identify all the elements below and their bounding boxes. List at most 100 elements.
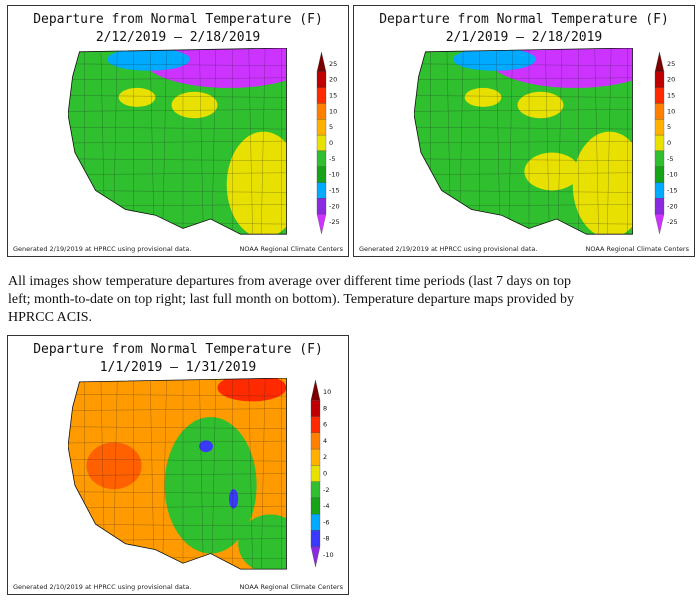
legend-tick-label: -10: [329, 171, 340, 179]
map-period: 1/1/2019 – 1/31/2019: [99, 360, 257, 375]
legend-swatch: [654, 166, 665, 183]
legend-swatch: [310, 497, 321, 515]
boundary-line: [199, 48, 204, 235]
legend-tick-label: -5: [667, 155, 673, 163]
legend-swatch: [310, 530, 321, 547]
boundary-line: [68, 491, 287, 494]
color-legend: 25 20 15 10 5 0 -5 -10 -15 -20 -25: [316, 51, 340, 235]
legend-swatch: [654, 182, 665, 199]
cool-anomaly-region: [199, 440, 213, 453]
legend-tick-label: 25: [667, 60, 675, 68]
near-normal-region: [171, 91, 218, 119]
legend-swatch: [654, 71, 665, 88]
legend-swatch: [316, 51, 327, 72]
color-legend: 10 8 6 4 2 0 -2 -4 -6 -8 -10: [310, 379, 334, 568]
near-normal-region: [524, 152, 580, 191]
legend-swatch: [316, 119, 327, 136]
legend-tick-label: 2: [323, 453, 327, 461]
legend-swatch: [310, 379, 321, 401]
legend-tick-label: 10: [323, 388, 331, 396]
map-panel-month-to-date: Departure from Normal Temperature (F) 2/…: [353, 5, 695, 257]
legend-tick-label: -25: [329, 218, 340, 226]
boundary-line: [606, 48, 612, 235]
boundary-line: [211, 48, 217, 235]
near-normal-region: [464, 87, 502, 107]
legend-swatch: [654, 119, 665, 136]
map-panel-last-7-days: Departure from Normal Temperature (F) 2/…: [7, 5, 349, 257]
map-title: Departure from Normal Temperature (F): [33, 342, 323, 357]
map-regions: [414, 48, 633, 235]
legend-tick-label: -2: [323, 486, 329, 494]
boundary-line: [414, 190, 633, 193]
cool-anomaly-region: [107, 48, 190, 71]
boundary-line: [68, 190, 287, 193]
map-period: 2/1/2019 – 2/18/2019: [445, 30, 603, 45]
legend-swatch: [310, 432, 321, 450]
near-normal-region: [226, 131, 287, 235]
temperature-departure-map: [68, 378, 287, 570]
footer-generated: Generated 2/19/2019 at HPRCC using provi…: [359, 245, 538, 253]
boundary-line: [68, 140, 287, 144]
boundary-line: [68, 109, 287, 112]
legend-swatch: [310, 481, 321, 499]
boundary-line: [414, 172, 633, 175]
map-title: Departure from Normal Temperature (F): [33, 12, 323, 27]
boundary-line: [68, 505, 287, 509]
color-legend: 25 20 15 10 5 0 -5 -10 -15 -20 -25: [654, 51, 678, 235]
boundary-line: [68, 408, 287, 411]
boundary-line: [414, 158, 633, 162]
footer-source: NOAA Regional Climate Centers: [585, 245, 689, 253]
map-title: Departure from Normal Temperature (F): [379, 12, 669, 27]
legend-tick-label: -10: [323, 551, 334, 559]
boundary-line: [508, 48, 513, 235]
map-regions: [68, 378, 287, 570]
coastline: [414, 48, 633, 235]
legend-swatch: [310, 514, 321, 531]
legend-tick-label: 4: [323, 437, 327, 445]
boundary-line: [68, 524, 287, 527]
cold-anomaly-region: [487, 48, 633, 88]
legend-tick-label: 5: [667, 123, 671, 131]
legend-tick-label: -10: [667, 171, 678, 179]
legend-tick-label: -4: [323, 502, 329, 510]
legend-tick-label: 10: [329, 107, 337, 115]
boundary-line: [248, 48, 253, 235]
boundary-line: [68, 426, 287, 429]
footer-source: NOAA Regional Climate Centers: [239, 583, 343, 591]
legend-tick-label: 15: [667, 92, 675, 100]
cool-anomaly-region: [164, 417, 257, 554]
boundary-line: [199, 378, 204, 570]
legend-tick-label: -8: [323, 535, 329, 543]
boundary-line: [557, 48, 563, 235]
temperature-departure-map: [414, 48, 633, 235]
boundary-line: [414, 95, 633, 98]
boundary-line: [68, 394, 287, 397]
legend-swatch: [316, 150, 327, 167]
legend-swatch: [654, 214, 665, 235]
legend-swatch: [654, 198, 665, 215]
warm-anomaly-region: [86, 442, 142, 490]
boundary-line: [68, 172, 287, 175]
boundary-line: [68, 459, 287, 462]
warm-anomaly-region: [217, 378, 287, 402]
legend-swatch: [654, 51, 665, 72]
near-normal-region: [572, 131, 633, 235]
legend-swatch: [654, 103, 665, 120]
legend-swatch: [310, 546, 321, 568]
boundary-line: [68, 473, 287, 476]
legend-swatch: [310, 416, 321, 433]
legend-swatch: [310, 400, 321, 417]
boundary-line: [414, 109, 633, 112]
cool-anomaly-region: [453, 48, 536, 71]
boundary-line: [414, 63, 633, 67]
legend-swatch: [316, 198, 327, 215]
legend-tick-label: 10: [667, 107, 675, 115]
legend-swatch: [316, 71, 327, 88]
boundary-line: [414, 77, 633, 80]
coastline: [68, 48, 287, 235]
boundary-line: [414, 126, 633, 130]
boundary-line: [162, 378, 167, 570]
legend-tick-label: -20: [329, 202, 340, 210]
legend-tick-label: 20: [329, 76, 337, 84]
boundary-line: [68, 440, 287, 444]
